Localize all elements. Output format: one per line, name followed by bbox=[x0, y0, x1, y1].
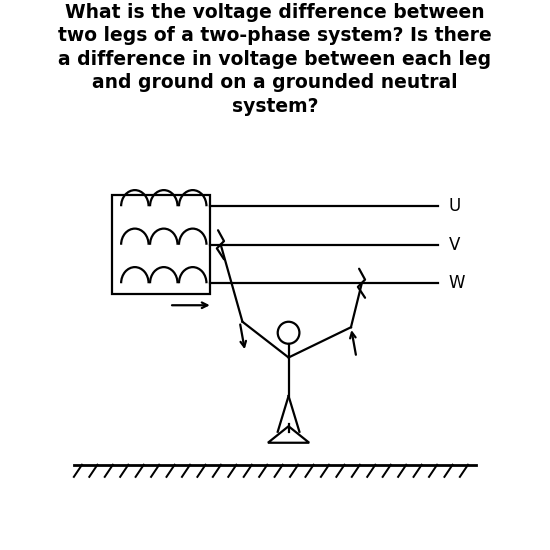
Text: What is the voltage difference between
two legs of a two-phase system? Is there
: What is the voltage difference between t… bbox=[58, 3, 492, 116]
Text: V: V bbox=[449, 236, 460, 254]
Text: U: U bbox=[449, 197, 461, 215]
Text: W: W bbox=[449, 274, 465, 292]
